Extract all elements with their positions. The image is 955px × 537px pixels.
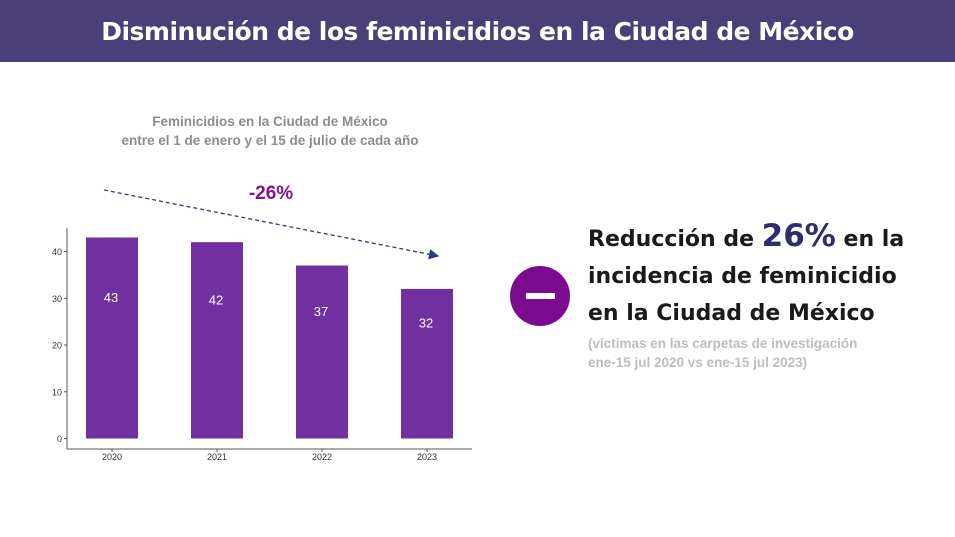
y-tick-label: 40 xyxy=(52,247,62,257)
chart-title-line-2: entre el 1 de enero y el 15 de julio de … xyxy=(121,133,419,148)
x-tick-label: 2022 xyxy=(312,452,332,462)
data-label: 37 xyxy=(314,304,328,319)
source-note-line-2: ene-15 jul 2020 vs ene-15 jul 2023) xyxy=(588,355,808,370)
bar-2022 xyxy=(296,265,348,439)
x-tick-label: 2023 xyxy=(417,452,437,462)
bar-2023 xyxy=(401,288,453,439)
data-label: 32 xyxy=(419,316,433,331)
headline-suffix: en la xyxy=(835,227,905,252)
trend-arrow xyxy=(103,189,440,260)
page-title: Disminución de los feminicidios en la Ci… xyxy=(101,16,854,46)
x-tick-label: 2021 xyxy=(207,452,227,462)
bar-2021 xyxy=(191,242,243,439)
chart-bars: 43 42 37 32 xyxy=(86,237,453,439)
headline-prefix: Reducción de xyxy=(588,227,762,252)
x-tick-label: 2020 xyxy=(102,452,122,462)
headline-line-2: incidencia de feminicidio xyxy=(588,264,897,289)
headline-line-1: Reducción de 26% en la xyxy=(588,218,948,258)
source-note-line-1: (víctimas en las carpetas de investigaci… xyxy=(588,336,858,351)
chart-axes: 0 10 20 30 40 2020 2021 2022 2023 xyxy=(52,228,472,462)
reduction-headline: Reducción de 26% en la incidencia de fem… xyxy=(588,218,948,332)
change-annotation: -26% xyxy=(249,183,293,204)
header-banner: Disminución de los feminicidios en la Ci… xyxy=(0,0,955,62)
y-tick-label: 0 xyxy=(57,434,62,444)
minus-icon xyxy=(510,266,570,326)
y-tick-label: 30 xyxy=(52,294,62,304)
data-label: 42 xyxy=(209,292,223,307)
bar-2020 xyxy=(86,237,138,439)
data-label: 43 xyxy=(104,290,118,305)
y-tick-label: 20 xyxy=(52,341,62,351)
chart-title-line-1: Feminicidios en la Ciudad de México xyxy=(152,114,388,129)
source-note: (víctimas en las carpetas de investigaci… xyxy=(588,334,948,372)
minus-icon-bar xyxy=(525,293,555,299)
chart-title: Feminicidios en la Ciudad de México entr… xyxy=(60,112,480,150)
headline-line-3: en la Ciudad de México xyxy=(588,301,875,326)
y-tick-label: 10 xyxy=(52,387,62,397)
headline-percentage: 26% xyxy=(761,218,836,254)
